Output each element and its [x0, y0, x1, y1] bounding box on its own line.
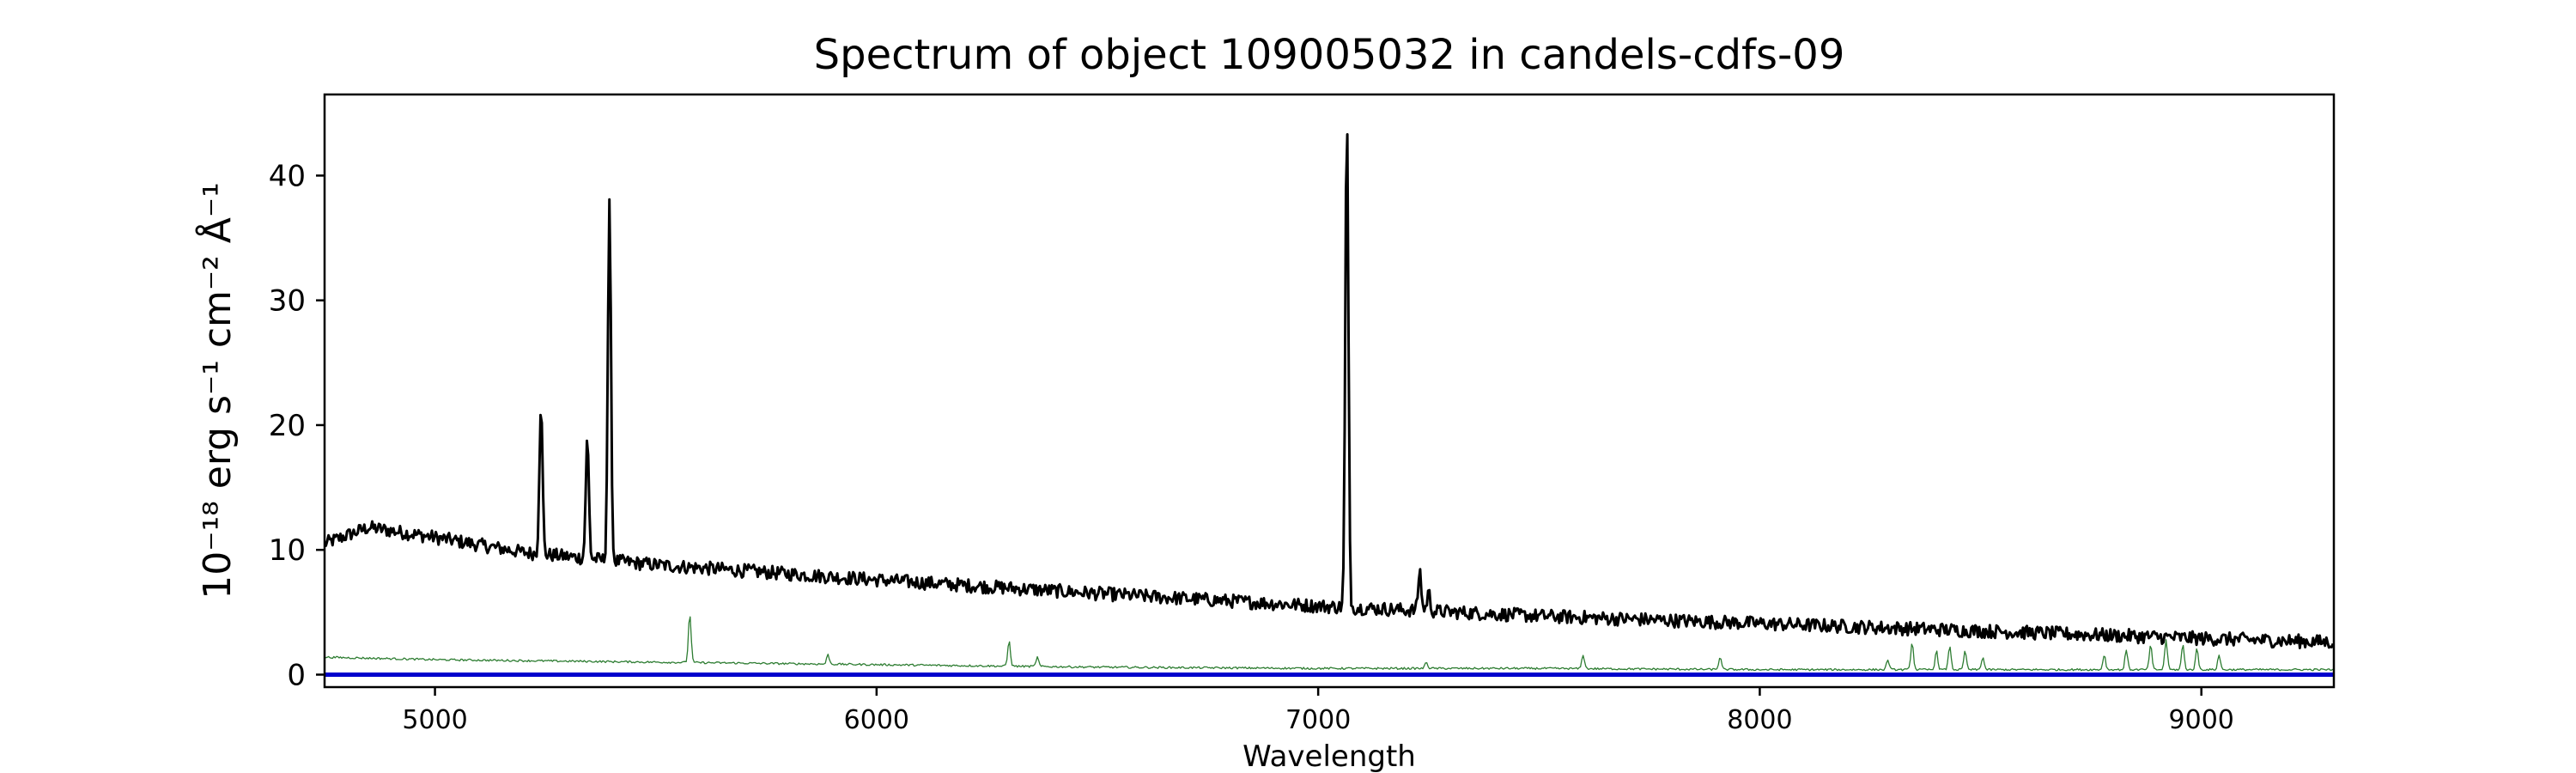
x-tick-label: 5000	[402, 705, 467, 735]
y-tick-label: 20	[269, 409, 306, 443]
chart-title: Spectrum of object 109005032 in candels-…	[814, 31, 1845, 79]
y-tick-label: 30	[269, 284, 306, 319]
y-tick-label: 10	[269, 533, 306, 568]
x-tick-label: 7000	[1285, 705, 1351, 735]
y-tick-label: 0	[287, 658, 306, 692]
x-tick-label: 8000	[1727, 705, 1792, 735]
y-axis: 0 10 20 30 40	[269, 159, 325, 692]
plot-frame	[323, 93, 2336, 689]
y-tick-label: 40	[269, 159, 306, 193]
x-axis-label: Wavelength	[1242, 740, 1416, 773]
series-line-1	[325, 616, 2334, 672]
x-axis: 5000 6000 7000 8000 9000	[402, 687, 2234, 735]
x-tick-label: 6000	[844, 705, 909, 735]
series-line-0	[325, 133, 2334, 649]
x-tick-label: 9000	[2169, 705, 2234, 735]
y-axis-label: 10⁻¹⁸ erg s⁻¹ cm⁻² Å⁻¹	[194, 182, 240, 599]
plot-area	[325, 133, 2334, 677]
